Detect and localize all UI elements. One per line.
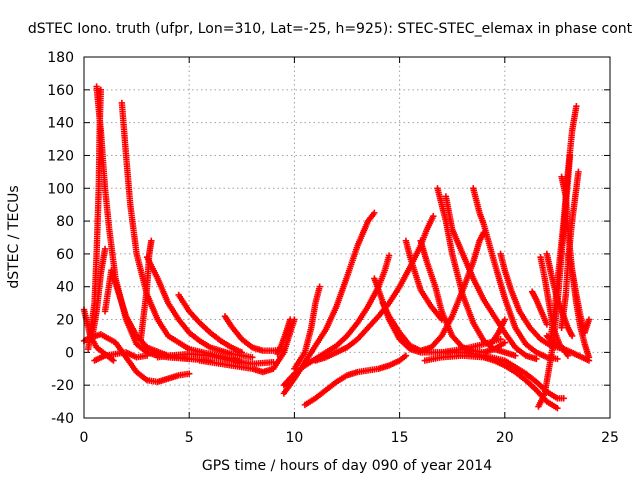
y-tick-label: 60	[56, 247, 74, 263]
data-series	[137, 237, 155, 343]
data-series	[486, 316, 508, 348]
data-series	[470, 185, 561, 363]
data-point	[316, 283, 323, 290]
data-point	[554, 355, 561, 363]
data-point	[371, 209, 378, 217]
data-point	[554, 404, 561, 412]
data-series	[274, 316, 294, 358]
data-points	[80, 83, 593, 412]
data-point	[238, 349, 245, 356]
plot-frame	[83, 56, 611, 419]
x-axis-label: GPS time / hours of day 090 of year 2014	[202, 458, 492, 474]
data-point	[101, 245, 109, 253]
y-tick-label: -20	[51, 378, 74, 394]
x-tick-label: 25	[601, 430, 619, 446]
data-point	[497, 336, 504, 343]
y-tick-label: 0	[65, 345, 74, 361]
grid-lines	[84, 57, 610, 418]
data-point	[186, 370, 193, 377]
data-point	[585, 316, 593, 323]
data-point	[438, 316, 445, 323]
data-point	[143, 352, 151, 359]
data-point	[512, 352, 519, 359]
y-axis-label: dSTEC / TECUs	[6, 185, 22, 288]
data-point	[97, 86, 105, 94]
data-series	[543, 332, 593, 364]
data-point	[585, 357, 593, 364]
data-series	[497, 250, 567, 353]
data-point	[270, 359, 277, 366]
x-tick-label: 5	[185, 430, 194, 446]
data-point	[286, 316, 294, 323]
y-tick-label: -40	[51, 411, 74, 427]
data-point	[575, 168, 582, 176]
data-series	[280, 209, 378, 397]
data-series	[417, 237, 508, 356]
data-series	[564, 250, 593, 336]
data-series	[312, 212, 437, 364]
data-series	[402, 237, 445, 323]
x-tick-label: 0	[80, 430, 89, 446]
y-tick-label: 100	[47, 181, 74, 197]
data-point	[402, 352, 410, 359]
data-series	[528, 288, 551, 328]
data-point	[110, 357, 117, 364]
data-point	[148, 237, 155, 244]
data-series	[143, 253, 256, 361]
data-point	[249, 354, 256, 361]
data-series	[291, 283, 323, 372]
y-tick-label: 120	[47, 148, 74, 164]
data-series	[154, 350, 277, 368]
data-series	[221, 313, 288, 354]
x-tick-label: 10	[285, 430, 303, 446]
data-series	[543, 250, 576, 340]
chart-title: dSTEC Iono. truth (ufpr, Lon=310, Lat=-2…	[28, 21, 633, 37]
data-series	[91, 349, 151, 364]
y-tick-label: 40	[56, 280, 74, 296]
y-tick-label: 160	[47, 83, 74, 99]
data-point	[385, 252, 393, 259]
data-point	[501, 316, 508, 323]
y-tick-label: 80	[56, 214, 74, 230]
data-point	[501, 339, 508, 346]
axis-ticks: 0 5 10 15 20 25 -40 -20 0 20 40 60 80 100 120 140 160 180	[47, 50, 619, 446]
data-point	[573, 103, 580, 110]
data-point	[543, 321, 551, 328]
x-tick-label: 20	[496, 430, 514, 446]
y-tick-label: 180	[47, 50, 74, 66]
data-point	[568, 332, 576, 340]
y-tick-label: 20	[56, 313, 74, 329]
data-series	[175, 291, 245, 356]
data-point	[560, 395, 567, 402]
data-series	[89, 245, 109, 340]
data-series	[438, 349, 567, 402]
data-point	[533, 355, 540, 363]
x-tick-label: 15	[391, 430, 409, 446]
data-series	[301, 352, 410, 409]
y-tick-label: 140	[47, 116, 74, 132]
data-point	[430, 212, 437, 220]
